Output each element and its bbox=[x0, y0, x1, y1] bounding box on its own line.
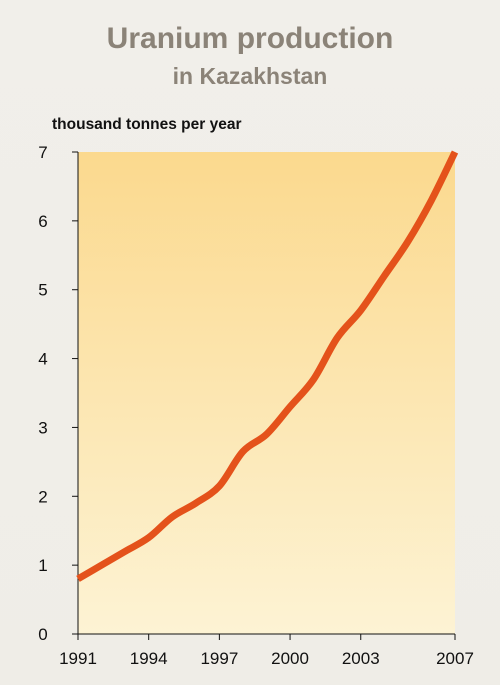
series-layer bbox=[76, 150, 459, 582]
y-tick-label: 0 bbox=[38, 625, 47, 644]
y-tick-label: 1 bbox=[38, 556, 47, 575]
axes bbox=[77, 152, 455, 635]
x-tick-label: 2000 bbox=[271, 649, 309, 668]
y-tick-label: 7 bbox=[38, 143, 47, 162]
chart-subtitle: in Kazakhstan bbox=[172, 63, 328, 89]
x-tick-label: 2003 bbox=[342, 649, 380, 668]
x-tick-label: 1994 bbox=[130, 649, 168, 668]
tick-layer: 0 1 2 3 4 5 6 7 1991 1994 1997 2000 2003 2007 bbox=[38, 143, 474, 668]
series-line-0 bbox=[76, 150, 459, 582]
x-tick-label: 1997 bbox=[200, 649, 238, 668]
y-tick-label: 2 bbox=[38, 487, 47, 506]
x-tick-label: 2007 bbox=[436, 649, 474, 668]
y-tick-label: 5 bbox=[38, 281, 47, 300]
y-axis-label: thousand tonnes per year bbox=[52, 116, 242, 133]
y-tick-label: 6 bbox=[38, 212, 47, 231]
x-tick-label: 1991 bbox=[59, 649, 97, 668]
chart-title: Uranium production bbox=[106, 22, 394, 55]
y-tick-label: 3 bbox=[38, 418, 47, 437]
y-tick-label: 4 bbox=[38, 350, 47, 369]
plot-area bbox=[78, 152, 455, 634]
